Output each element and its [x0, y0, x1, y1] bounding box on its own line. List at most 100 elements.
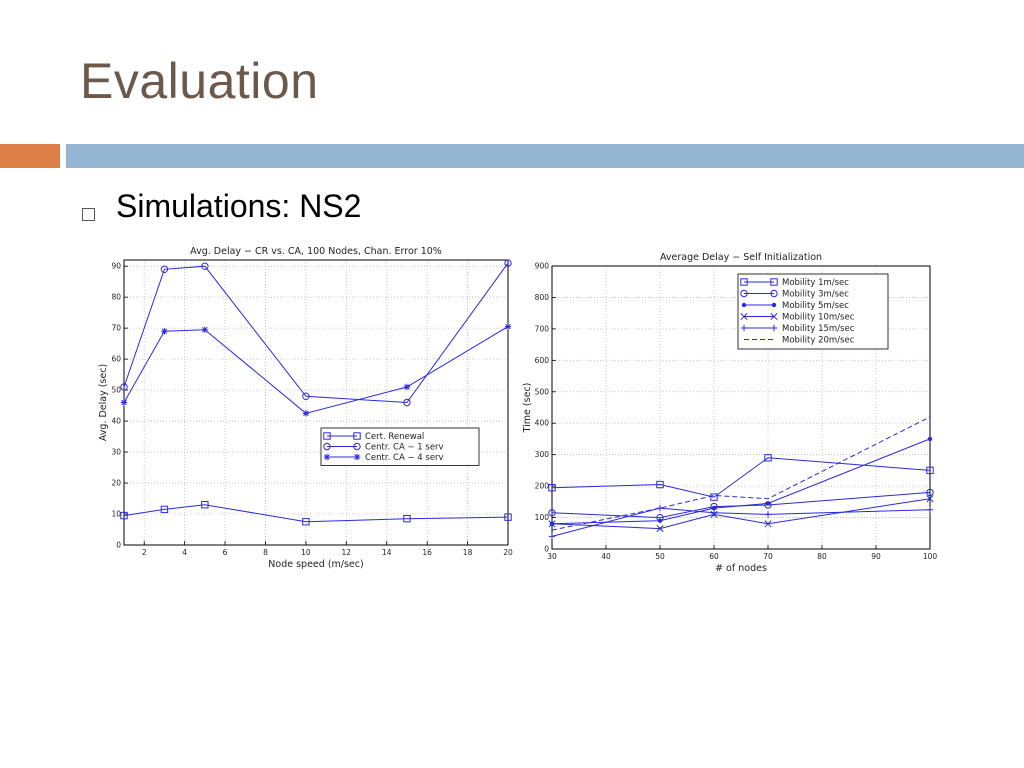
x-tick-label: 30: [547, 552, 557, 561]
data-point-square: [656, 480, 664, 489]
legend-label: Mobility 1m/sec: [782, 278, 849, 288]
y-tick-label: 70: [111, 324, 121, 333]
data-point-x: [548, 520, 556, 528]
data-point-circle: [353, 442, 361, 451]
data-point-square: [740, 278, 748, 286]
data-point-x: [926, 495, 934, 503]
y-tick-label: 50: [111, 386, 121, 395]
plot-frame: [123, 259, 509, 546]
data-point-square: [323, 432, 331, 440]
data-point-square: [302, 518, 310, 526]
data-point-plus: [710, 509, 718, 517]
x-tick-label: 8: [263, 548, 268, 557]
chart-title: Avg. Delay − CR vs. CA, 100 Nodes, Chan.…: [190, 246, 442, 257]
data-point-square: [710, 493, 718, 501]
data-point-x: [656, 525, 664, 533]
data-point-square: [770, 278, 778, 286]
x-tick-label: 80: [817, 552, 827, 561]
data-point-square: [504, 513, 512, 521]
y-axis-label: Time (sec): [522, 383, 533, 434]
data-point-star: [504, 323, 512, 330]
data-point-plus: [926, 506, 934, 513]
x-tick-label: 100: [923, 552, 938, 561]
data-point-plus: [764, 511, 772, 518]
chart-title: Average Delay − Self Initialization: [660, 252, 822, 263]
data-point-plus: [740, 324, 748, 332]
y-tick-label: 700: [535, 324, 550, 333]
data-series: [548, 454, 934, 501]
data-point-star: [161, 328, 168, 335]
data-point-dot: [657, 518, 663, 523]
data-point-x: [770, 312, 778, 321]
data-point-plus: [548, 533, 556, 540]
data-point-circle: [160, 265, 169, 273]
data-series: [548, 504, 934, 540]
data-point-dot: [711, 505, 717, 511]
legend-label: Cert. Renewal: [365, 432, 424, 442]
x-tick-label: 40: [601, 552, 611, 561]
x-axis-label: Node speed (m/sec): [268, 559, 363, 570]
data-series: [120, 323, 512, 417]
data-point-circle: [740, 289, 748, 298]
legend-label: Mobility 5m/sec: [782, 301, 849, 311]
data-point-star: [201, 326, 209, 333]
legend-label: Mobility 15m/sec: [782, 324, 855, 334]
legend-label: Mobility 20m/sec: [782, 336, 855, 346]
x-tick-label: 12: [342, 548, 352, 557]
legend-box: [737, 273, 889, 350]
data-point-star: [353, 453, 361, 461]
y-tick-label: 300: [535, 450, 550, 459]
legend-label: Centr. CA − 4 serv: [365, 453, 444, 463]
x-tick-label: 16: [422, 548, 432, 557]
data-series: [549, 436, 933, 527]
x-tick-label: 14: [382, 548, 392, 557]
data-point-square: [201, 501, 209, 509]
plot-frame: [551, 265, 931, 550]
data-point-plus: [770, 324, 778, 332]
x-tick-label: 4: [182, 548, 187, 557]
data-point-dot: [765, 501, 771, 506]
data-point-circle: [504, 259, 512, 267]
y-tick-label: 100: [535, 513, 550, 522]
data-point-square: [403, 514, 411, 523]
y-tick-label: 0: [544, 545, 549, 554]
data-point-circle: [323, 442, 331, 451]
data-point-square: [764, 454, 772, 462]
y-tick-label: 10: [111, 510, 121, 519]
data-point-circle: [770, 289, 778, 298]
accent-bar-orange: [0, 144, 60, 168]
data-series: [551, 416, 931, 531]
data-point-circle: [548, 509, 556, 517]
data-point-square: [353, 432, 361, 440]
data-point-circle: [403, 398, 411, 407]
y-tick-label: 40: [111, 417, 121, 426]
chart-avg-delay-cr-vs-ca: Avg. Delay − CR vs. CA, 100 Nodes, Chan.…: [98, 246, 513, 570]
y-tick-label: 400: [535, 419, 550, 428]
x-tick-label: 20: [503, 548, 513, 557]
y-tick-label: 60: [111, 355, 121, 364]
x-tick-label: 60: [709, 552, 719, 561]
data-point-square: [120, 511, 128, 520]
chart-average-delay-self-init: Average Delay − Self Initialization 30 40 5…: [522, 252, 938, 574]
y-tick-label: 500: [535, 387, 550, 396]
data-point-square: [548, 483, 556, 492]
y-tick-label: 0: [116, 541, 121, 550]
x-tick-label: 6: [223, 548, 228, 557]
x-tick-label: 90: [871, 552, 881, 561]
data-point-circle: [201, 262, 209, 270]
bullet-square-icon: [82, 208, 95, 221]
data-point-circle: [926, 488, 934, 497]
data-point-square: [926, 466, 934, 475]
data-series: [120, 259, 512, 407]
y-tick-label: 600: [535, 356, 550, 365]
x-tick-label: 70: [763, 552, 773, 561]
series-line: [123, 262, 509, 404]
x-tick-label: 18: [463, 548, 473, 557]
data-point-star: [403, 383, 411, 391]
accent-bar-blue: [66, 144, 1024, 168]
series-line: [123, 326, 509, 414]
data-point-x: [764, 520, 772, 528]
y-tick-label: 80: [111, 293, 121, 302]
y-axis-label: Avg. Delay (sec): [98, 364, 109, 441]
x-axis-label: # of nodes: [715, 563, 767, 574]
